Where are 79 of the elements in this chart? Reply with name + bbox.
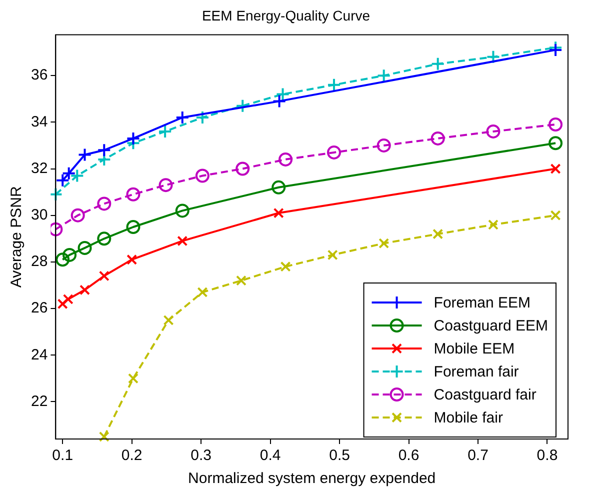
point	[486, 124, 500, 138]
point	[280, 261, 291, 272]
point	[70, 208, 85, 222]
point	[97, 196, 112, 211]
point	[550, 164, 561, 174]
x-axis-title: Normalized system energy expended	[188, 470, 436, 488]
point	[376, 138, 391, 152]
point	[430, 131, 445, 146]
y-tick-label: 28	[30, 253, 48, 270]
y-tick-label: 22	[30, 392, 48, 410]
point	[486, 50, 500, 64]
legend-label: Coastguard EEM	[434, 318, 548, 335]
point	[195, 110, 210, 125]
point	[126, 187, 140, 202]
x-tick-label: 0.5	[329, 447, 350, 464]
y-tick-label: 24	[30, 346, 48, 364]
y-axis-title: Average PSNR	[8, 186, 26, 288]
point	[326, 145, 341, 160]
point	[432, 228, 444, 240]
point	[548, 117, 563, 132]
point	[276, 87, 290, 102]
point	[327, 250, 338, 260]
point	[326, 78, 341, 92]
point	[97, 143, 112, 158]
point	[126, 220, 140, 234]
point	[278, 152, 293, 166]
legend-label: Coastguard fair	[434, 386, 536, 404]
point	[70, 168, 84, 183]
point	[80, 284, 90, 296]
legend-label: Foreman EEM	[434, 294, 530, 312]
point	[175, 110, 190, 125]
point	[163, 314, 174, 326]
x-tick-label: 0.7	[468, 447, 488, 464]
point	[195, 168, 210, 183]
x-tick-label: 0.3	[190, 447, 212, 464]
point	[197, 286, 208, 298]
point	[98, 270, 110, 282]
point	[126, 131, 140, 146]
y-tick-label: 30	[30, 206, 48, 224]
point	[430, 56, 445, 71]
point	[175, 204, 190, 218]
legend-label: Mobile fair	[434, 410, 503, 427]
y-tick-label: 36	[30, 66, 48, 84]
point	[177, 236, 188, 246]
point	[78, 148, 92, 162]
point	[158, 178, 173, 192]
point	[128, 373, 138, 384]
y-tick-label: 32	[30, 160, 48, 177]
point	[62, 248, 77, 262]
point	[272, 180, 286, 194]
point	[158, 124, 172, 138]
y-tick-label: 26	[30, 300, 48, 317]
point	[548, 136, 563, 150]
x-tick-label: 0.6	[398, 447, 420, 464]
point	[236, 275, 246, 286]
point	[273, 208, 284, 218]
point	[236, 162, 250, 176]
point	[62, 166, 76, 180]
point	[56, 173, 70, 188]
point	[78, 240, 92, 255]
x-tick-label: 0.1	[52, 447, 74, 464]
point	[488, 219, 498, 230]
x-tick-label: 0.4	[260, 447, 281, 464]
point	[272, 94, 286, 108]
point	[378, 238, 390, 249]
chart-title: EEM Energy-Quality Curve	[202, 7, 370, 24]
point	[550, 210, 561, 221]
legend-label: Foreman fair	[434, 364, 519, 381]
point	[98, 431, 110, 442]
x-tick-label: 0.8	[536, 447, 558, 464]
point	[376, 68, 391, 83]
point	[56, 252, 70, 267]
point	[236, 98, 250, 113]
point	[57, 298, 68, 310]
y-tick-label: 34	[30, 113, 48, 130]
point	[126, 254, 138, 265]
x-tick-label: 0.2	[121, 447, 142, 464]
legend-label: Mobile EEM	[434, 340, 515, 358]
point	[97, 232, 112, 246]
